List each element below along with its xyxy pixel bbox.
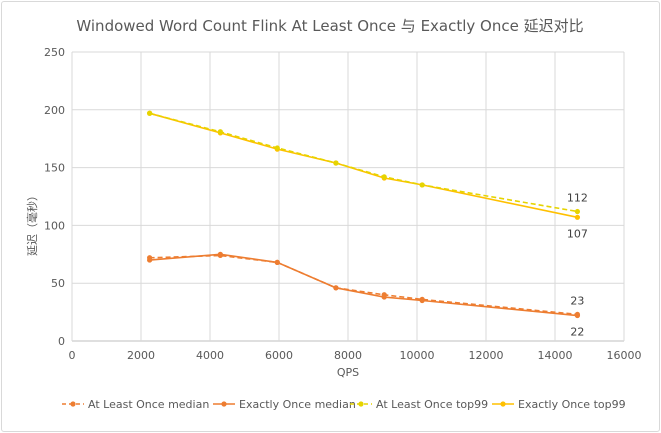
series-line-1 (149, 253, 578, 317)
series-line-3 (149, 112, 578, 219)
x-tick-label: 8000 (334, 349, 362, 362)
data-point (381, 174, 387, 180)
x-tick-label: 14000 (538, 349, 573, 362)
data-point (333, 160, 339, 166)
data-labels: 112 107 23 22 (567, 192, 588, 339)
x-tick-label: 4000 (196, 349, 224, 362)
legend-label: At Least Once median (88, 398, 209, 411)
chart-title: Windowed Word Count Flink At Least Once … (76, 17, 583, 35)
data-point (147, 110, 153, 116)
legend-label: At Least Once top99 (376, 398, 488, 411)
legend-item-3: Exactly Once top99 (492, 398, 626, 411)
data-point (419, 296, 425, 302)
x-tick-label: 2000 (127, 349, 155, 362)
tick-labels: 0 50 100 150 200 250 0 2000 4000 6000 8000 10000 120… (44, 46, 642, 362)
y-tick-label: 150 (44, 162, 65, 175)
y-tick-label: 250 (44, 46, 65, 59)
y-tick-label: 0 (58, 335, 65, 348)
x-tick-label: 10000 (400, 349, 435, 362)
y-tick-label: 50 (51, 277, 65, 290)
x-axis-label: QPS (337, 366, 359, 379)
data-point (147, 255, 153, 261)
data-point (274, 145, 280, 151)
legend-item-2: At Least Once top99 (350, 398, 488, 411)
series-line-0 (149, 254, 578, 316)
legend: At Least Once median Exactly Once median A… (62, 398, 626, 411)
legend-label: Exactly Once median (239, 398, 356, 411)
data-label: 112 (567, 192, 588, 205)
legend-marker (221, 401, 227, 407)
x-tick-label: 0 (69, 349, 76, 362)
legend-item-1: Exactly Once median (213, 398, 356, 411)
gridlines (71, 51, 625, 342)
data-point (274, 259, 280, 265)
data-label: 23 (570, 294, 584, 307)
data-label: 22 (570, 326, 584, 339)
legend-item-0: At Least Once median (62, 398, 209, 411)
legend-marker (500, 401, 506, 407)
data-point (574, 208, 581, 215)
data-point (574, 214, 581, 220)
data-point (217, 129, 223, 135)
data-point (217, 252, 223, 259)
y-tick-label: 100 (44, 219, 65, 232)
x-tick-label: 16000 (607, 349, 642, 362)
y-tick-label: 200 (44, 104, 65, 117)
legend-label: Exactly Once top99 (518, 398, 626, 411)
y-axis-label: 延迟（毫秒） (25, 190, 39, 256)
series-layer (147, 110, 581, 319)
data-label: 107 (567, 227, 588, 240)
data-point (419, 182, 425, 188)
data-point (574, 311, 581, 318)
x-tick-label: 12000 (469, 349, 504, 362)
legend-marker (70, 401, 76, 407)
data-point (333, 285, 339, 291)
legend-marker (358, 401, 364, 407)
data-point (381, 292, 387, 298)
series-line-2 (149, 112, 578, 213)
x-tick-label: 6000 (265, 349, 293, 362)
